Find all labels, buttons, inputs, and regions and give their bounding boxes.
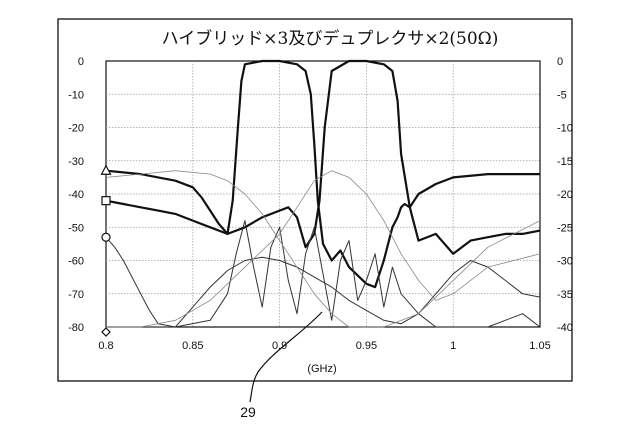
x-tick-label: 0.85 bbox=[182, 340, 203, 352]
left-tick-label: -50 bbox=[68, 222, 84, 234]
circle-marker bbox=[102, 233, 110, 241]
left-tick-label: -60 bbox=[68, 256, 84, 268]
right-tick-label: -10 bbox=[557, 123, 573, 135]
left-tick-label: -20 bbox=[68, 123, 84, 135]
left-tick-label: -80 bbox=[68, 322, 84, 334]
right-tick-label: -30 bbox=[557, 256, 573, 268]
left-axis-ticks: 0 -10 -20 -30 -40 -50 -60 -70 -80 bbox=[68, 56, 84, 334]
right-tick-label: 0 bbox=[557, 56, 563, 68]
x-tick-label: 0.8 bbox=[98, 340, 113, 352]
x-tick-label: 1 bbox=[450, 340, 456, 352]
left-tick-label: -40 bbox=[68, 189, 84, 201]
right-tick-label: -40 bbox=[557, 322, 573, 334]
chart-title: ハイブリッド×3及びデュプレクサ×2(50Ω) bbox=[162, 28, 499, 49]
right-tick-label: -15 bbox=[557, 156, 573, 168]
left-tick-label: -70 bbox=[68, 289, 84, 301]
right-tick-label: -5 bbox=[557, 89, 567, 101]
x-axis-label: (GHz) bbox=[307, 363, 336, 375]
square-marker bbox=[102, 197, 110, 205]
x-tick-label: 1.05 bbox=[529, 340, 550, 352]
x-tick-label: 0.95 bbox=[356, 340, 377, 352]
callout-label: 29 bbox=[240, 404, 256, 420]
left-tick-label: 0 bbox=[78, 56, 84, 68]
left-tick-label: -10 bbox=[68, 89, 84, 101]
right-tick-label: -20 bbox=[557, 189, 573, 201]
right-tick-label: -35 bbox=[557, 289, 573, 301]
left-tick-label: -30 bbox=[68, 156, 84, 168]
right-tick-label: -25 bbox=[557, 222, 573, 234]
